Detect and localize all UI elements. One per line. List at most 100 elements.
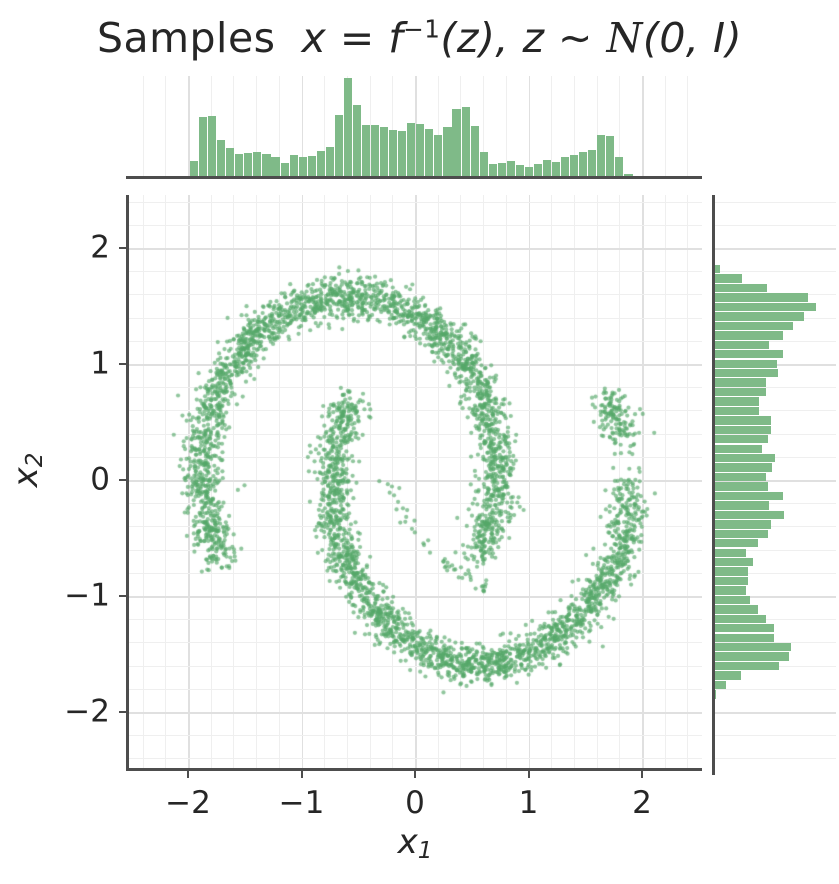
right-histogram-bar	[715, 302, 816, 312]
top-histogram-bar	[506, 161, 515, 176]
top-histogram-bar	[352, 105, 362, 176]
top-histogram-bar	[452, 109, 461, 176]
y-tick-mark	[119, 595, 126, 597]
top-histogram-bar	[488, 164, 497, 176]
gridline	[437, 76, 439, 179]
y-tick-mark	[119, 363, 126, 365]
right-histogram-bar	[715, 501, 769, 510]
x-tick-mark	[527, 771, 530, 778]
top-histogram-bar	[316, 150, 325, 176]
right-histogram-bar	[715, 557, 754, 567]
right-histogram-bar	[715, 661, 779, 671]
top-histogram-bar	[407, 123, 416, 176]
gridline	[712, 503, 836, 505]
top-histogram-bar	[425, 128, 434, 176]
gridline	[712, 340, 836, 342]
right-histogram-bar	[715, 293, 808, 302]
gridline	[712, 201, 836, 203]
top-histogram-bar	[561, 157, 570, 176]
gridline	[712, 688, 836, 690]
right-histogram-bar	[715, 397, 760, 406]
right-histogram-bar	[715, 690, 716, 699]
right-marginal-histogram	[712, 195, 836, 775]
right-histogram-bar	[715, 425, 771, 435]
top-histogram-bar	[416, 124, 425, 176]
right-histogram-bar	[715, 491, 783, 501]
top-histogram-bar	[606, 135, 615, 176]
right-histogram-bar	[715, 312, 804, 321]
gridline	[712, 387, 836, 389]
right-histogram-bar	[715, 671, 742, 680]
right-histogram-bar	[715, 624, 774, 633]
top-histogram-bar	[190, 161, 199, 176]
right-histogram-bar	[715, 454, 775, 463]
gridline	[712, 549, 836, 551]
right-histogram-bar	[715, 321, 793, 331]
gridline	[596, 76, 598, 179]
x-tick-label: −2	[165, 785, 211, 821]
top-histogram-bar	[497, 163, 506, 176]
gridline	[301, 76, 303, 179]
right-histogram-bar	[715, 482, 768, 491]
top-histogram-bar	[552, 162, 561, 176]
top-histogram-bar	[461, 107, 470, 176]
top-histogram-bar	[380, 127, 389, 176]
gridline	[505, 76, 507, 179]
gridline	[687, 76, 689, 179]
gridline	[551, 76, 553, 179]
x-axis-label-sub: 1	[417, 838, 433, 865]
top-histogram-bar	[398, 130, 407, 176]
title-math-c: (0, I)	[642, 14, 743, 62]
right-histogram-bar	[715, 510, 784, 520]
top-marginal-histogram	[126, 76, 702, 179]
top-histogram-bar	[226, 147, 235, 176]
y-axis-label-base: x	[6, 467, 46, 488]
right-histogram-bar	[715, 359, 777, 368]
gridline	[188, 76, 190, 179]
top-hist-bottom-spine	[126, 176, 702, 179]
top-histogram-bar	[298, 157, 307, 176]
gridline	[278, 76, 280, 179]
top-histogram-bar	[434, 134, 443, 176]
y-tick-label: −1	[64, 577, 110, 614]
joint-scatter-axes	[126, 195, 702, 771]
right-histogram-bar	[715, 416, 771, 425]
gridline	[573, 76, 575, 179]
gridline	[483, 76, 485, 179]
right-histogram-bar	[715, 643, 791, 652]
y-tick-label: 1	[90, 345, 110, 382]
right-histogram-bar	[715, 614, 766, 624]
gridline	[712, 572, 836, 574]
top-histogram-bar	[470, 126, 479, 176]
right-histogram-bar	[715, 567, 749, 576]
top-histogram-bar	[343, 78, 352, 176]
y-tick-mark	[119, 479, 126, 481]
top-histogram-bar	[533, 164, 543, 176]
gridline	[712, 712, 836, 714]
top-histogram-bar	[307, 156, 316, 176]
x-tick-mark	[414, 771, 416, 778]
gridline	[712, 433, 836, 435]
gridline	[712, 596, 836, 598]
gridline	[369, 76, 371, 179]
y-tick-label: 2	[90, 229, 110, 266]
x-tick-label: 1	[518, 785, 539, 821]
y-axis-label-sub: 2	[22, 452, 49, 468]
right-histogram-bar	[715, 548, 747, 557]
top-histogram-bar	[253, 152, 262, 176]
right-histogram-bar	[715, 340, 769, 349]
right-histogram-bar	[715, 368, 778, 378]
right-histogram-bar	[715, 680, 727, 690]
right-histogram-bar	[715, 539, 759, 548]
right-histogram-bar	[715, 586, 747, 595]
x-axis-label: x1	[375, 822, 455, 865]
top-histogram-bar	[542, 160, 552, 176]
gridline	[712, 271, 836, 273]
title-exponent: −1	[403, 14, 441, 44]
right-histogram-bar	[715, 283, 767, 293]
title-math-b: (z), z ∼	[440, 14, 607, 62]
top-histogram-bar	[217, 139, 226, 176]
top-histogram-bar	[208, 116, 217, 176]
y-tick-mark	[119, 247, 126, 249]
top-histogram-bar	[615, 157, 624, 176]
